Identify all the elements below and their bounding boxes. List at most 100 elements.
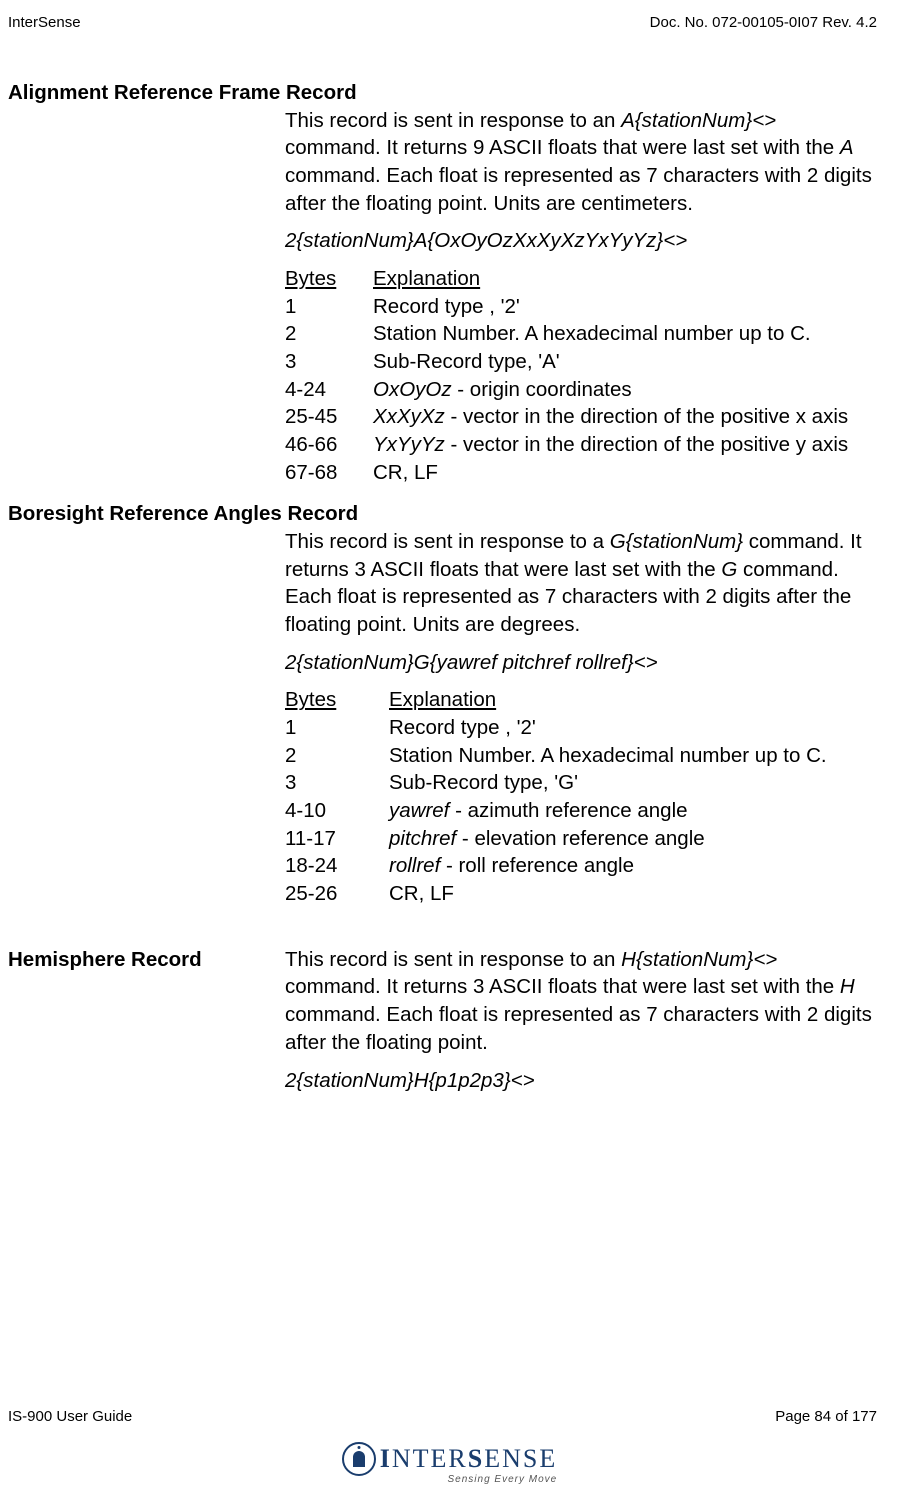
table-header: Bytes Explanation	[285, 265, 877, 293]
section-alignment: Alignment Reference Frame Record This re…	[8, 79, 877, 486]
section-title: Boresight Reference Angles Record	[8, 500, 877, 528]
cell: 3	[285, 769, 389, 797]
page-header: InterSense Doc. No. 072-00105-0I07 Rev. …	[8, 14, 877, 31]
section-hemisphere: Hemisphere Record This record is sent in…	[8, 946, 877, 1104]
cell: 4-10	[285, 797, 389, 825]
footer-left: IS-900 User Guide	[8, 1408, 132, 1425]
cell: 25-45	[285, 403, 373, 431]
bytes-table: Bytes Explanation 1 Record type , '2' 2 …	[285, 265, 877, 486]
cell: 3	[285, 348, 373, 376]
header-left: InterSense	[8, 14, 81, 31]
cell: 2	[285, 742, 389, 770]
section-title: Hemisphere Record	[8, 946, 285, 1104]
table-header: Bytes Explanation	[285, 686, 877, 714]
cell: Sub-Record type, 'G'	[389, 769, 877, 797]
col-header: Bytes	[285, 686, 389, 714]
text: - azimuth reference angle	[449, 799, 687, 822]
table-row: 25-26 CR, LF	[285, 880, 877, 908]
text: This record is sent in response to an	[285, 109, 621, 132]
paragraph: This record is sent in response to an H{…	[285, 946, 877, 1057]
paragraph: This record is sent in response to an A{…	[285, 107, 877, 218]
logo-rest2: ENSE	[484, 1444, 557, 1473]
text-italic: pitchref	[389, 827, 456, 850]
table-row: 25-45XxXyXz - vector in the direction of…	[285, 403, 877, 431]
text: This record is sent in response to an	[285, 948, 621, 971]
col-header: Bytes	[285, 265, 373, 293]
footer-right: Page 84 of 177	[775, 1408, 877, 1425]
cell: CR, LF	[389, 880, 877, 908]
cell: OxOyOz - origin coordinates	[373, 376, 877, 404]
logo-lead2: S	[468, 1444, 484, 1473]
cell: rollref - roll reference angle	[389, 852, 877, 880]
page-footer: IS-900 User Guide Page 84 of 177	[8, 1408, 877, 1425]
format-string: 2{stationNum}G{yawref pitchref rollref}<…	[285, 649, 877, 677]
section-title: Alignment Reference Frame Record	[8, 79, 877, 107]
col-header: Explanation	[373, 265, 877, 293]
cell: Sub-Record type, 'A'	[373, 348, 877, 376]
logo-rest: NTER	[392, 1444, 468, 1473]
cell: 2	[285, 320, 373, 348]
table-row: 46-66YxYyYz - vector in the direction of…	[285, 431, 877, 459]
cell: 18-24	[285, 852, 389, 880]
logo-top: INTERSENSE	[342, 1442, 557, 1476]
text: This record is sent in response to a	[285, 530, 610, 553]
bytes-table: Bytes Explanation 1 Record type , '2' 2S…	[285, 686, 877, 907]
cell: 67-68	[285, 459, 373, 487]
text: command. Each float is represented as 7 …	[285, 164, 872, 215]
section-body: This record is sent in response to an A{…	[285, 107, 877, 487]
table-row: 11-17 pitchref - elevation reference ang…	[285, 825, 877, 853]
cell: yawref - azimuth reference angle	[389, 797, 877, 825]
text-italic: A{stationNum}<>	[621, 109, 776, 132]
cell: 46-66	[285, 431, 373, 459]
text-italic: XxXyXz	[373, 405, 445, 428]
cell: 1	[285, 714, 389, 742]
cell: pitchref - elevation reference angle	[389, 825, 877, 853]
text: - elevation reference angle	[456, 827, 704, 850]
text: command. It returns 9 ASCII floats that …	[285, 136, 840, 159]
logo-lead: I	[380, 1444, 392, 1473]
text: command. It returns 3 ASCII floats that …	[285, 975, 840, 998]
text-italic: G{stationNum}	[610, 530, 743, 553]
table-row: 18-24 rollref - roll reference angle	[285, 852, 877, 880]
text: Station Number. A hexadecimal number up …	[389, 744, 827, 767]
section-boresight: Boresight Reference Angles Record This r…	[8, 500, 877, 907]
table-row: 1 Record type , '2'	[285, 293, 877, 321]
table-row: 3 Sub-Record type, 'A'	[285, 348, 877, 376]
text: - roll reference angle	[440, 854, 634, 877]
text: - origin coordinates	[452, 378, 632, 401]
text-italic: A	[840, 136, 854, 159]
table-row: 1 Record type , '2'	[285, 714, 877, 742]
text-italic: YxYyYz	[373, 433, 445, 456]
cell: Record type , '2'	[373, 293, 877, 321]
text-italic: H	[840, 975, 855, 998]
section-body: This record is sent in response to a G{s…	[285, 528, 877, 908]
text-italic: yawref	[389, 799, 449, 822]
text-italic: H{stationNum}<>	[621, 948, 777, 971]
table-row: 4-24 OxOyOz - origin coordinates	[285, 376, 877, 404]
table-row: 2 Station Number. A hexadecimal number u…	[285, 320, 877, 348]
table-row: 2Station Number. A hexadecimal number up…	[285, 742, 877, 770]
col-header: Explanation	[389, 686, 877, 714]
content: Alignment Reference Frame Record This re…	[8, 79, 877, 1104]
format-string: 2{stationNum}H{p1p2p3}<>	[285, 1067, 877, 1095]
section-body: This record is sent in response to an H{…	[285, 946, 877, 1104]
table-row: 4-10 yawref - azimuth reference angle	[285, 797, 877, 825]
cell: 4-24	[285, 376, 373, 404]
cell: 11-17	[285, 825, 389, 853]
text-italic: OxOyOz	[373, 378, 452, 401]
format-string: 2{stationNum}A{OxOyOzXxXyXzYxYyYz}<>	[285, 227, 877, 255]
table-row: 3 Sub-Record type, 'G'	[285, 769, 877, 797]
text: command. Each float is represented as 7 …	[285, 1003, 872, 1054]
paragraph: This record is sent in response to a G{s…	[285, 528, 877, 639]
logo-tagline: Sensing Every Move	[342, 1474, 557, 1485]
logo: INTERSENSE Sensing Every Move	[0, 1442, 899, 1487]
cell: Record type , '2'	[389, 714, 877, 742]
text: - vector in the direction of the positiv…	[445, 433, 848, 456]
page: InterSense Doc. No. 072-00105-0I07 Rev. …	[0, 0, 899, 1497]
cell: 1	[285, 293, 373, 321]
logo-text: INTERSENSE	[380, 1444, 557, 1474]
text: - vector in the direction of the positiv…	[445, 405, 848, 428]
text-italic: rollref	[389, 854, 440, 877]
cell: 25-26	[285, 880, 389, 908]
header-right: Doc. No. 072-00105-0I07 Rev. 4.2	[650, 14, 877, 31]
